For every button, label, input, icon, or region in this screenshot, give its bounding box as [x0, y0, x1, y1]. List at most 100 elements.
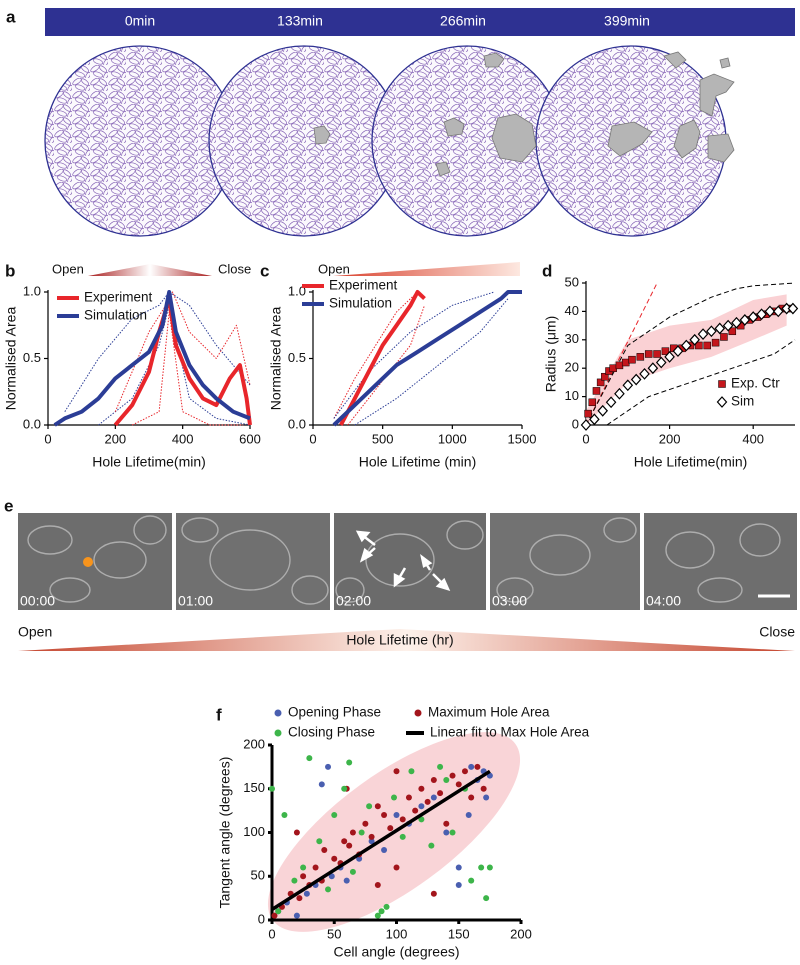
- marker: [647, 362, 659, 375]
- series-line: [53, 290, 251, 427]
- marker: [589, 413, 600, 426]
- marker: [639, 367, 650, 380]
- timestamp: 02:00: [336, 593, 371, 609]
- marker: [706, 325, 717, 338]
- point: [399, 816, 406, 823]
- x-tick-label: 0: [309, 431, 316, 446]
- point: [399, 833, 406, 840]
- point: [341, 785, 348, 792]
- point: [437, 763, 444, 770]
- x-tick-label: 200: [659, 431, 681, 446]
- y-tick-label: 200: [243, 736, 265, 751]
- close-label: Close: [218, 261, 251, 276]
- x-tick-label: 0: [268, 926, 275, 941]
- marker: [609, 364, 617, 372]
- marker: [731, 316, 742, 329]
- point: [474, 763, 481, 770]
- timestamp: 00:00: [20, 593, 55, 609]
- point: [443, 829, 450, 836]
- point: [449, 829, 456, 836]
- bound-line: [347, 305, 425, 426]
- marker: [697, 328, 709, 341]
- y-tick-label: 0.5: [23, 350, 41, 365]
- x-tick-label: 400: [172, 431, 194, 446]
- y-tick-label: 20: [565, 360, 579, 375]
- point: [321, 847, 328, 853]
- point: [430, 777, 437, 783]
- x-axis-label: Hole Lifetime(min): [634, 454, 748, 470]
- legend-label: Simulation: [329, 296, 392, 311]
- legend-label: Closing Phase: [288, 725, 375, 740]
- marker: [695, 341, 703, 350]
- point: [437, 790, 444, 797]
- bound-line: [585, 282, 796, 426]
- point: [387, 825, 394, 832]
- x-tick-label: 1500: [508, 431, 537, 446]
- marker: [756, 308, 767, 321]
- marker: [605, 396, 617, 409]
- y-tick-label: 0.0: [288, 416, 306, 431]
- point: [480, 785, 487, 792]
- marker: [601, 372, 609, 381]
- marker: [614, 387, 625, 400]
- point: [343, 877, 350, 884]
- y-tick-label: 1.0: [23, 283, 41, 298]
- bound-line: [354, 298, 509, 426]
- y-tick-label: 0.5: [288, 350, 306, 365]
- micrographs: [18, 513, 797, 610]
- series-line: [332, 290, 522, 427]
- point: [424, 798, 431, 805]
- x-tick-label: 100: [386, 926, 408, 941]
- point: [328, 873, 335, 880]
- y-tick-label: 0: [572, 416, 579, 431]
- legend-label: Exp. Ctr: [731, 376, 780, 391]
- x-tick-label: 600: [239, 431, 261, 446]
- time-label: 399min: [604, 13, 650, 29]
- legend-label: Opening Phase: [288, 705, 381, 720]
- marker: [689, 333, 700, 346]
- y-tick-label: 40: [565, 303, 579, 318]
- point: [281, 812, 288, 818]
- marker: [716, 396, 728, 408]
- marker: [597, 404, 609, 417]
- y-tick-label: 0: [258, 911, 265, 926]
- point: [318, 781, 325, 788]
- point: [303, 890, 310, 897]
- point: [478, 864, 485, 871]
- point: [362, 820, 369, 827]
- point: [381, 812, 388, 818]
- marker: [664, 350, 675, 363]
- x-axis-label: Hole Lifetime(min): [92, 454, 206, 470]
- marker: [615, 361, 624, 370]
- marker: [718, 380, 726, 388]
- y-tick-label: 1.0: [288, 283, 306, 298]
- point: [468, 877, 475, 884]
- x-tick-label: 150: [448, 926, 470, 941]
- point: [465, 812, 472, 818]
- point: [291, 877, 298, 884]
- point: [312, 864, 319, 871]
- point: [418, 803, 425, 810]
- panel-a: a 0min 133min 266min 399min: [6, 7, 795, 237]
- series-line: [113, 296, 252, 427]
- series-line: [271, 769, 491, 911]
- legend-swatch: [414, 709, 422, 717]
- legend-label: Linear fit to Max Hole Area: [430, 725, 590, 740]
- x-tick-label: 200: [104, 431, 126, 446]
- point: [455, 864, 462, 871]
- open-label: Open: [18, 624, 52, 640]
- legend-swatch: [274, 709, 282, 717]
- legend-label: Experiment: [329, 278, 398, 293]
- point: [293, 829, 300, 836]
- y-tick-label: 10: [565, 388, 579, 403]
- x-tick-label: 500: [372, 431, 394, 446]
- marker: [588, 398, 597, 407]
- x-tick-label: 0: [44, 431, 51, 446]
- y-axis-label: Tangent angle (degrees): [217, 757, 233, 909]
- marker: [772, 305, 784, 318]
- point: [443, 777, 450, 783]
- bound-line: [333, 291, 418, 419]
- x-tick-label: 400: [742, 431, 764, 446]
- panel-letter: d: [542, 261, 552, 280]
- panel-e: e 00:00 01:00: [4, 496, 797, 651]
